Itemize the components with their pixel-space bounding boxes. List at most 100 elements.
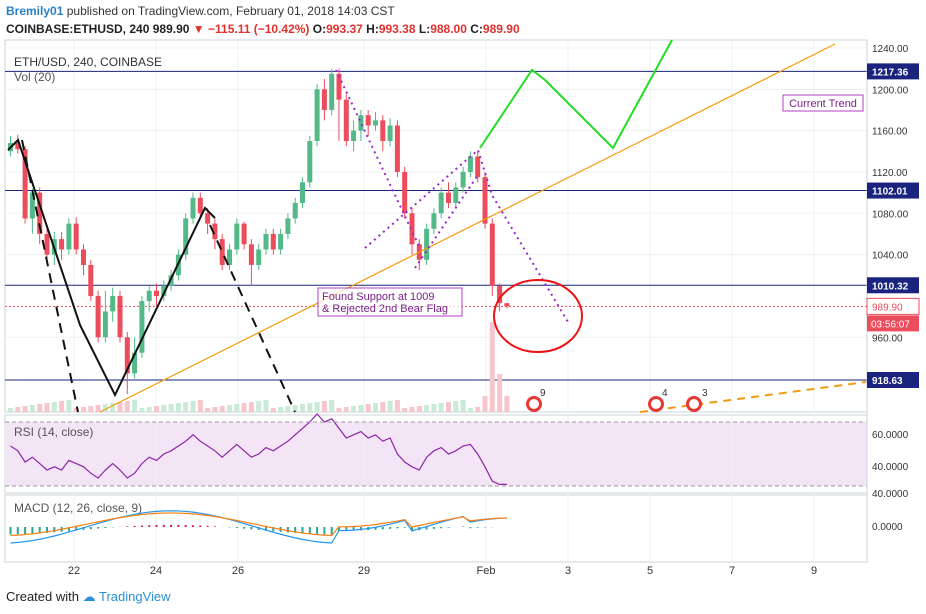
bear-flag-2[interactable]: [364, 148, 569, 323]
trendline-orange-dashed[interactable]: [639, 381, 867, 413]
support-circle[interactable]: [493, 279, 583, 353]
price-pane[interactable]: [4, 39, 868, 413]
price-axis[interactable]: 1240.00 1200.00 1160.00 1120.00 1080.00 1040.…: [866, 40, 920, 562]
high-value: 993.38: [378, 22, 416, 36]
pattern-dashed-black-2[interactable]: [209, 224, 296, 413]
volume-bar: [15, 407, 21, 412]
macd-histogram-bar: [345, 527, 348, 531]
volume-bar: [380, 402, 386, 412]
macd-histogram-bar: [476, 527, 479, 528]
projection-green[interactable]: [479, 39, 673, 150]
macd-pane[interactable]: [4, 494, 868, 563]
current-trend-box[interactable]: [782, 94, 864, 112]
last-price: 989.90: [152, 22, 190, 36]
macd-histogram-bar: [140, 525, 143, 527]
candle-body: [278, 233, 284, 250]
macd-histogram-bar: [323, 527, 326, 535]
volume-bar: [409, 407, 415, 412]
current-trend-label: Current Trend: [789, 98, 857, 110]
macd-histogram-bar: [440, 527, 443, 529]
tradingview-link[interactable]: TradingView: [99, 589, 171, 604]
volume-bar: [183, 402, 189, 412]
rsi-tick-label: 60.0000: [872, 430, 909, 441]
candle-body: [402, 171, 408, 214]
publish-header: Bremily01 published on TradingView.com, …: [6, 4, 395, 18]
volume-bar: [394, 400, 400, 412]
volume-bar: [307, 403, 313, 412]
macd-histogram-bar: [170, 524, 173, 527]
symbol-line: COINBASE:ETHUSD, 240: [6, 22, 150, 36]
pattern-solid-black[interactable]: [7, 138, 216, 398]
time-tick-label: 5: [647, 565, 653, 577]
candle-body: [197, 197, 203, 214]
macd-histogram-bar: [265, 527, 267, 531]
pattern-dashed-black-1[interactable]: [21, 139, 79, 413]
macd-histogram-bar: [24, 527, 27, 535]
macd-histogram-bar: [484, 527, 486, 528]
macd-histogram-bar: [294, 527, 297, 533]
candle-body: [409, 213, 415, 245]
macd-histogram-bar: [38, 527, 41, 534]
rsi-tick-label: 40.0000: [872, 462, 909, 473]
price-tick-label: 1040.00: [872, 251, 909, 262]
macd-histogram-bar: [213, 526, 216, 527]
author-name[interactable]: Bremily01: [6, 4, 64, 18]
volume-bar: [343, 407, 349, 412]
macd-tick-label: 40.0000: [872, 489, 909, 500]
countdown-tag: [867, 315, 919, 332]
volume-bar: [197, 400, 203, 412]
volume-bar: [66, 400, 72, 412]
macd-histogram-bar: [432, 527, 435, 529]
volume-bar: [139, 408, 145, 412]
macd-histogram-bar: [67, 527, 70, 532]
event-badge-count: 3: [702, 388, 708, 399]
volume-bar: [124, 401, 130, 412]
chart-area[interactable]: Current Trend Found Support at 1009 & Re…: [0, 0, 926, 580]
time-tick-label: 22: [68, 565, 80, 577]
candle-body: [373, 120, 378, 126]
macd-histogram-bar: [272, 527, 275, 532]
created-with: Created with: [6, 589, 79, 604]
volume-bar: [504, 396, 510, 412]
volume-bar: [22, 406, 28, 412]
volume-bar: [489, 322, 495, 412]
volume-bar: [329, 400, 335, 412]
volume-bar: [314, 402, 320, 412]
event-badge[interactable]: 3: [686, 388, 708, 412]
volume-bar: [117, 402, 123, 412]
event-badges: 9 4 3: [526, 388, 708, 412]
candle-body: [132, 352, 138, 374]
event-badge[interactable]: 4: [648, 388, 668, 412]
volume-bar: [51, 402, 57, 412]
price-change: −115.11 (−10.42%): [208, 22, 310, 36]
volume-bar: [467, 408, 473, 412]
candle-body: [475, 156, 481, 178]
low-value: 988.00: [430, 22, 467, 36]
candle-body: [15, 143, 21, 150]
candle-body: [263, 233, 269, 250]
candle-body: [29, 192, 35, 219]
candle-body: [292, 202, 298, 219]
event-badge[interactable]: 9: [526, 388, 546, 412]
macd-histogram-bar: [243, 527, 246, 529]
macd-histogram-bar: [403, 527, 406, 528]
volume-bar: [475, 407, 481, 412]
price-tick-label: 960.00: [872, 333, 903, 344]
volume-bar: [154, 406, 159, 412]
countdown-label: 03:56:07: [871, 319, 910, 330]
time-axis[interactable]: 22 24 26 29 Feb 3 5 7 9: [68, 565, 817, 577]
support-note-box[interactable]: [317, 287, 463, 317]
event-badge-count: 9: [540, 388, 546, 399]
candle-body: [365, 115, 371, 126]
trendline-orange[interactable]: [99, 43, 836, 413]
candle-body: [117, 295, 123, 338]
candle-body: [66, 223, 72, 250]
rsi-band: [5, 422, 867, 486]
volume-bar: [95, 405, 101, 412]
bear-flag-3[interactable]: [414, 174, 479, 269]
volume-bar: [351, 406, 357, 412]
volume-bar: [73, 408, 79, 412]
chart-title: ETH/USD, 240, COINBASE: [14, 55, 162, 69]
volume-bar: [482, 396, 488, 412]
